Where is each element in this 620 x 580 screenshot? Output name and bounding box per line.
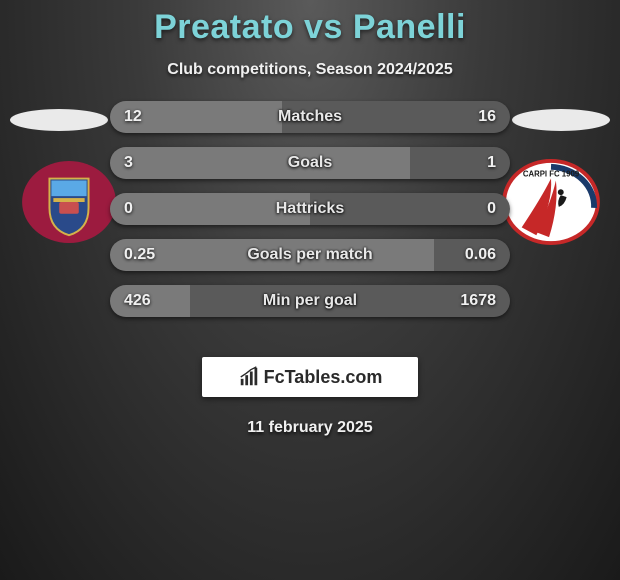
- stat-label: Goals: [110, 154, 510, 172]
- subtitle: Club competitions, Season 2024/2025: [0, 61, 620, 79]
- brand-badge[interactable]: FcTables.com: [202, 357, 418, 397]
- left-club-badge: [20, 159, 118, 245]
- page-title: Preatato vs Panelli: [0, 8, 620, 47]
- stat-row: 1216Matches: [110, 101, 510, 133]
- stat-row: 00Hattricks: [110, 193, 510, 225]
- stats-container: 1216Matches 31Goals 00Hattricks 0.250.06Goa…: [110, 101, 510, 331]
- svg-text:CARPI FC 1909: CARPI FC 1909: [523, 170, 580, 179]
- stat-label: Matches: [110, 108, 510, 126]
- halo-left: [10, 109, 108, 131]
- stat-row: 4261678Min per goal: [110, 285, 510, 317]
- date-label: 11 february 2025: [0, 419, 620, 437]
- halo-right: [512, 109, 610, 131]
- stat-row: 31Goals: [110, 147, 510, 179]
- comparison-body: CARPI FC 1909 1216Matches31Goals00Hattri…: [0, 109, 620, 339]
- stat-label: Min per goal: [110, 292, 510, 310]
- stat-label: Goals per match: [110, 246, 510, 264]
- chart-icon: [238, 366, 260, 388]
- header: Preatato vs Panelli Club competitions, S…: [0, 0, 620, 79]
- right-club-badge: CARPI FC 1909: [502, 159, 600, 245]
- stat-label: Hattricks: [110, 200, 510, 218]
- stat-row: 0.250.06Goals per match: [110, 239, 510, 271]
- brand-text: FcTables.com: [264, 367, 383, 388]
